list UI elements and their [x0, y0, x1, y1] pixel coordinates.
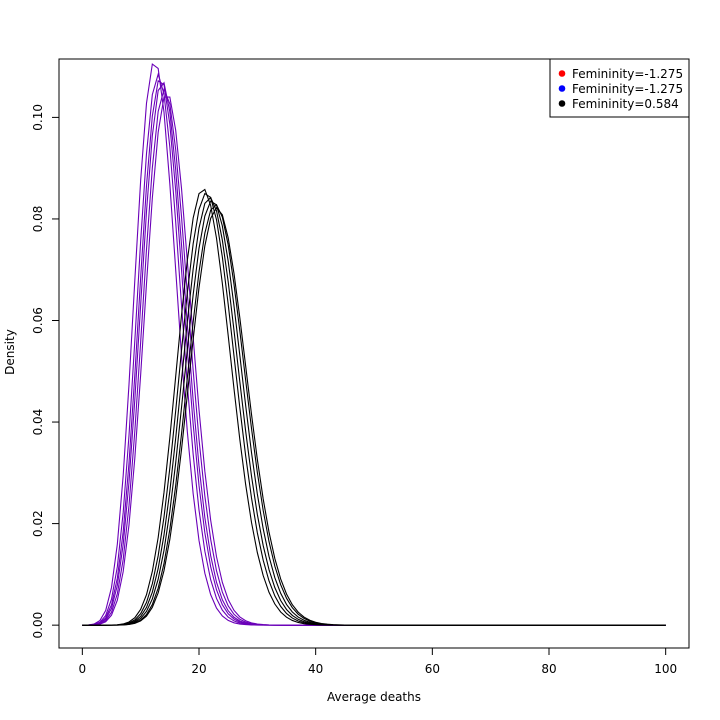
density-curve-11 — [82, 203, 666, 626]
density-curve-4 — [82, 81, 666, 626]
x-tick-label: 80 — [541, 662, 556, 676]
density-curve-12 — [82, 206, 666, 626]
y-tick-label: 0.08 — [31, 206, 45, 233]
density-curve-9 — [82, 196, 666, 626]
density-curves — [82, 63, 666, 626]
density-curve-5 — [82, 87, 666, 626]
x-axis-label: Average deaths — [327, 690, 421, 704]
y-tick-label: 0.10 — [31, 104, 45, 131]
plot-frame — [58, 58, 690, 649]
density-curve-2 — [82, 72, 666, 626]
y-axis-label: Density — [3, 329, 17, 375]
density-curve-3 — [82, 79, 666, 626]
density-curve-10 — [82, 200, 666, 626]
y-tick-label: 0.04 — [31, 409, 45, 436]
legend-marker — [558, 100, 566, 107]
legend-marker — [558, 70, 566, 77]
legend-label: Femininity=-1.275 — [572, 67, 683, 81]
legend-label: Femininity=-1.275 — [572, 82, 683, 96]
legend-box — [549, 58, 690, 118]
legend: Femininity=-1.275Femininity=-1.275Femini… — [549, 58, 690, 118]
density-curve-6 — [82, 96, 666, 626]
y-tick-label: 0.02 — [31, 510, 45, 537]
x-tick-label: 0 — [79, 662, 87, 676]
legend-marker — [558, 85, 566, 92]
x-tick-label: 100 — [654, 662, 677, 676]
density-curve-8 — [82, 192, 666, 626]
y-tick-label: 0.06 — [31, 307, 45, 334]
y-axis: 0.00 0.02 0.04 0.06 0.08 0.10 — [31, 104, 60, 639]
x-axis: 0 20 40 60 80 100 — [79, 647, 677, 676]
y-tick-label: 0.00 — [31, 612, 45, 639]
x-tick-label: 60 — [425, 662, 440, 676]
x-tick-label: 20 — [191, 662, 206, 676]
x-tick-label: 40 — [308, 662, 323, 676]
legend-label: Femininity=0.584 — [572, 97, 679, 111]
density-curve-7 — [82, 188, 666, 626]
